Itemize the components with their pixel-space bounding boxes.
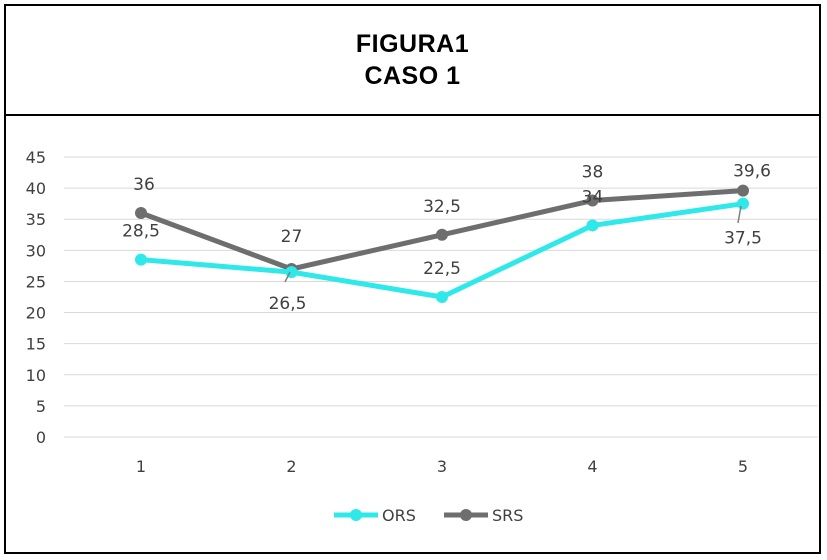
point-ors-3: [436, 291, 448, 303]
data-label-srs-1: 36: [133, 175, 155, 195]
data-label-ors-1: 28,5: [122, 222, 160, 242]
data-label-srs-2: 27: [281, 227, 303, 247]
x-tick-label: 2: [286, 457, 296, 476]
x-tick-labels: 1 2 3 4 5: [136, 457, 748, 476]
y-tick-label: 0: [36, 428, 46, 447]
x-tick-label: 3: [437, 457, 447, 476]
legend-marker-ors: [350, 509, 362, 521]
data-label-ors-3: 22,5: [423, 259, 461, 279]
y-tick-label: 45: [26, 148, 46, 167]
y-tick-label: 15: [26, 335, 46, 354]
y-tick-label: 25: [26, 272, 46, 291]
data-label-srs-4: 38: [582, 163, 604, 183]
chart-title-line-1: FIGURA1: [355, 30, 470, 58]
point-srs-4: [586, 194, 599, 207]
leader-line-5: [737, 205, 742, 224]
point-srs-3: [436, 228, 448, 241]
y-tick-label: 30: [26, 241, 46, 260]
data-label-srs-5: 39,6: [733, 162, 771, 182]
x-tick-label: 5: [738, 457, 748, 476]
point-srs-5: [737, 184, 749, 197]
x-tick-label: 1: [136, 457, 146, 476]
point-ors-1: [135, 253, 147, 266]
y-tick-label: 35: [26, 210, 46, 229]
gridlines: [64, 156, 818, 438]
leader-line-2: [284, 271, 291, 283]
point-ors-5: [737, 197, 749, 210]
point-ors-4: [586, 219, 599, 232]
point-srs-1: [135, 207, 147, 219]
x-tick-label: 4: [587, 457, 597, 476]
legend-marker-srs: [460, 509, 472, 521]
chart-title-line-2: CASO 1: [364, 62, 461, 90]
data-label-ors-2: 26,5: [269, 294, 307, 314]
data-labels: 28,5 26,5 22,5 34 37,5 36 27 32,5 38 39,6: [122, 162, 771, 315]
data-label-srs-3: 32,5: [423, 197, 461, 217]
legend-label-ors: ORS: [382, 506, 416, 525]
legend-label-srs: SRS: [492, 506, 523, 525]
y-tick-label: 5: [36, 397, 46, 416]
chart-frame: FIGURA1 CASO 1: [4, 4, 821, 554]
y-tick-label: 40: [26, 179, 46, 198]
data-label-ors-5: 37,5: [724, 229, 762, 249]
title-box: FIGURA1 CASO 1: [6, 6, 819, 116]
legend: ORS SRS: [334, 506, 523, 525]
series-lines: [135, 184, 749, 303]
y-tick-label: 10: [26, 366, 46, 385]
data-label-ors-4: 34: [582, 187, 604, 207]
y-tick-label: 20: [26, 304, 46, 323]
y-tick-labels: 0 5 10 15 20 25 30 35 40 45: [26, 148, 46, 447]
